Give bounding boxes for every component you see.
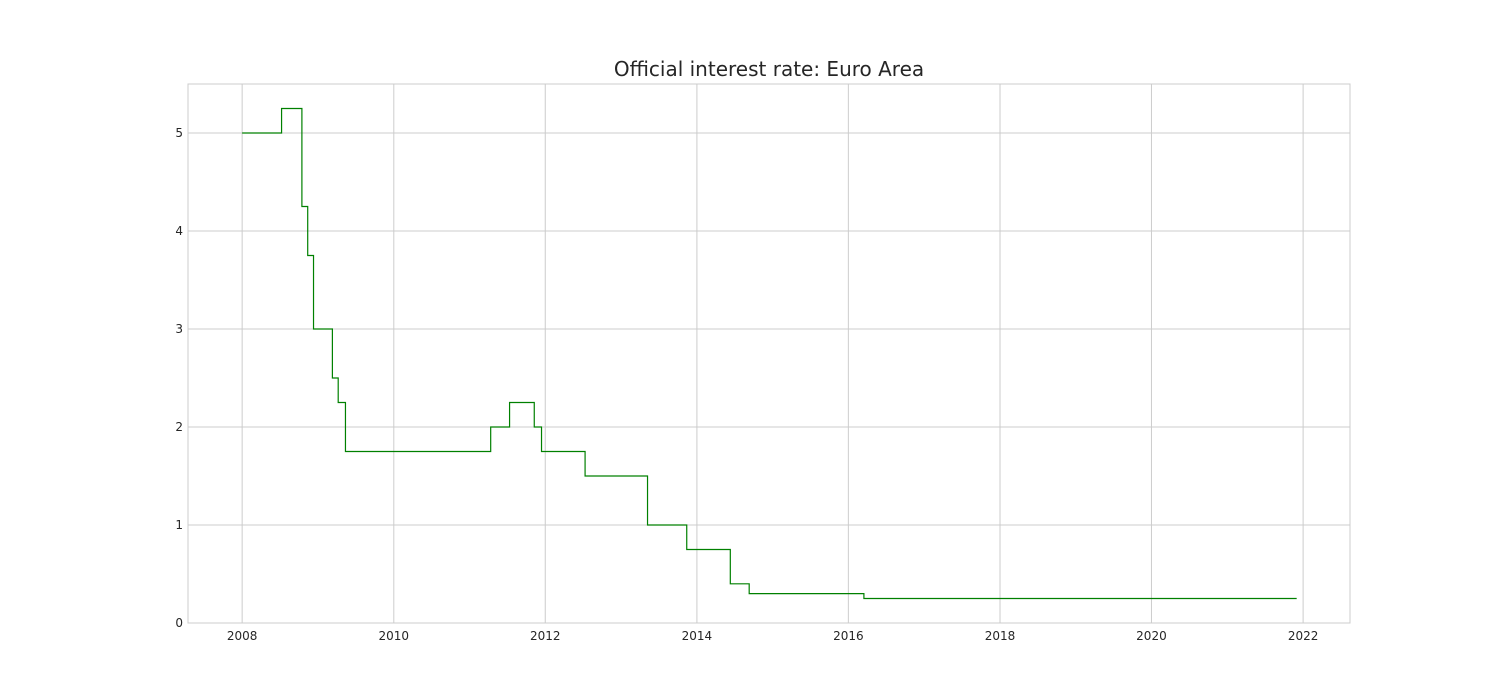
chart-title: Official interest rate: Euro Area	[614, 57, 924, 81]
series-line	[242, 107, 1297, 600]
x-tick-label: 2012	[530, 629, 561, 643]
series-layer	[242, 107, 1297, 600]
plot-frame	[187, 83, 1351, 624]
y-tick-label: 0	[175, 616, 183, 630]
x-tick-label: 2022	[1288, 629, 1319, 643]
y-tick-label: 1	[175, 518, 183, 532]
y-tick-label: 2	[175, 420, 183, 434]
x-tick-label: 2018	[985, 629, 1016, 643]
y-tick-label: 4	[175, 224, 183, 238]
x-tick-label: 2010	[379, 629, 410, 643]
x-tick-label: 2016	[833, 629, 864, 643]
x-tick-label: 2008	[227, 629, 258, 643]
y-tick-label: 3	[175, 322, 183, 336]
tick-layer: 2008 2010 2012 2014 2016 2018 2020 2022 0 1 2 3 4 5	[175, 126, 1318, 643]
grid-layer	[188, 84, 1350, 624]
x-tick-label: 2014	[682, 629, 713, 643]
x-tick-label: 2020	[1136, 629, 1167, 643]
y-tick-label: 5	[175, 126, 183, 140]
